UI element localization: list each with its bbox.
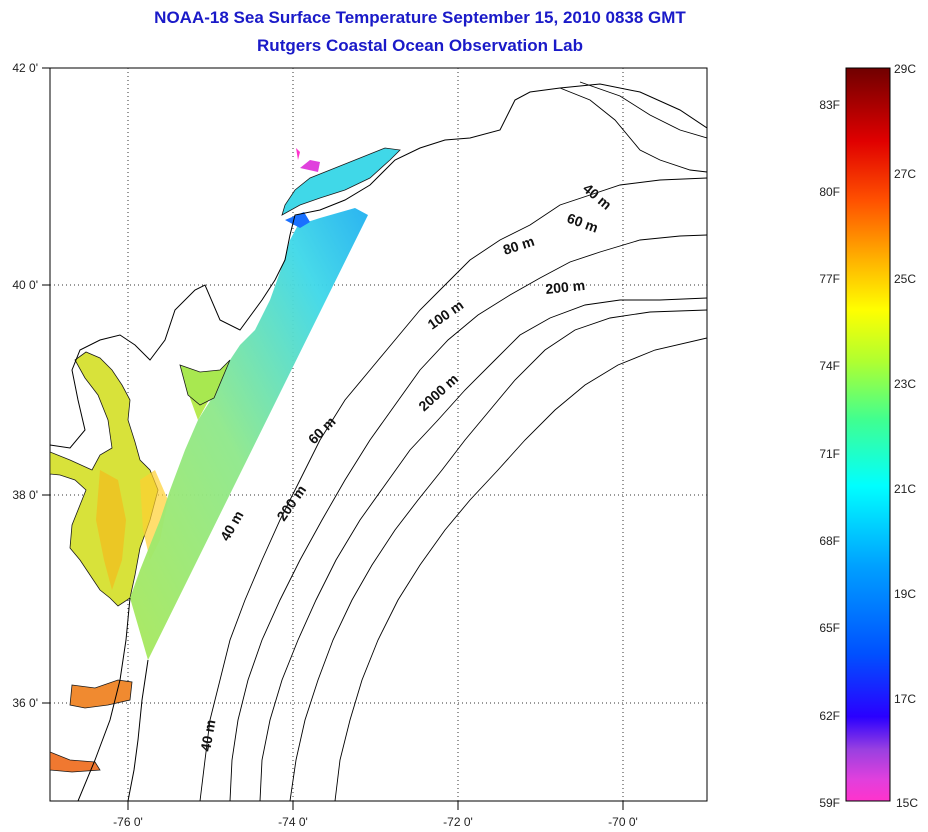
lon-label: -72 0' [443,815,473,829]
fahrenheit-label: 77F [819,272,840,286]
celsius-label: 29C [894,62,916,76]
celsius-label: 27C [894,167,916,181]
graticule [50,68,707,801]
sst-swath [130,208,368,660]
colorbar [845,67,891,802]
lon-label: -70 0' [608,815,638,829]
isobaths [199,81,707,801]
lat-label: 36 0' [12,696,38,710]
fahrenheit-label: 65F [819,621,840,635]
lat-label: 40 0' [12,278,38,292]
celsius-label: 25C [894,272,916,286]
celsius-label: 23C [894,377,916,391]
fahrenheit-label: 59F [819,796,840,810]
map-title: NOAA-18 Sea Surface Temperature Septembe… [154,8,686,27]
fahrenheit-label: 74F [819,359,840,373]
fahrenheit-label: 68F [819,534,840,548]
fahrenheit-label: 71F [819,447,840,461]
lon-label: -76 0' [113,815,143,829]
fahrenheit-label: 80F [819,185,840,199]
isobath-label: 200 m [545,277,586,297]
isobath-label: 40 m [197,718,218,752]
map-subtitle: Rutgers Coastal Ocean Observation Lab [257,36,583,55]
celsius-label: 19C [894,587,916,601]
celsius-label: 15C [896,796,918,810]
celsius-label: 17C [894,692,916,706]
celsius-label: 21C [894,482,916,496]
fahrenheit-label: 83F [819,98,840,112]
lon-label: -74 0' [278,815,308,829]
map-frame [49,67,708,802]
lat-label: 38 0' [12,488,38,502]
fahrenheit-label: 62F [819,709,840,723]
lat-label: 42 0' [12,61,38,75]
coastline [50,83,707,449]
li-sound-sst [281,147,401,216]
